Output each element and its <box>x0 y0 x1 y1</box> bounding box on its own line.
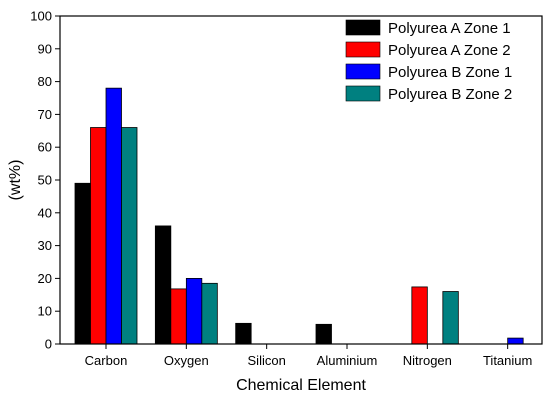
x-tick-label: Nitrogen <box>403 353 452 368</box>
legend-label: Polyurea A Zone 2 <box>388 42 511 59</box>
bar-oxygen-1 <box>170 288 187 345</box>
y-tick-label: 10 <box>38 304 52 319</box>
legend-swatch <box>345 19 381 36</box>
y-tick-label: 100 <box>30 9 52 24</box>
x-axis-title: Chemical Element <box>236 377 366 394</box>
legend-swatch <box>345 41 381 58</box>
bar-titanium-2 <box>507 337 524 345</box>
y-tick-label: 80 <box>38 74 52 89</box>
x-tick-label: Carbon <box>85 353 128 368</box>
y-tick-label: 70 <box>38 107 52 122</box>
bar-nitrogen-3 <box>442 291 459 345</box>
y-axis: 0 10 20 30 40 50 60 70 80 90 100 <box>30 9 60 352</box>
legend-swatch <box>345 85 381 102</box>
y-tick-label: 20 <box>38 271 52 286</box>
bar-silicon-0 <box>235 322 252 345</box>
x-axis: Carbon Oxygen Silicon Aluminium Nitrogen Tita… <box>85 344 532 368</box>
x-tick-label: Aluminium <box>317 353 378 368</box>
plot-frame <box>59 15 543 345</box>
legend-label: Polyurea A Zone 1 <box>388 20 511 37</box>
y-tick-label: 0 <box>45 337 52 352</box>
x-tick-label: Titanium <box>483 353 532 368</box>
bar-oxygen-0 <box>154 225 172 345</box>
bar-carbon-2 <box>105 87 122 345</box>
bars <box>74 87 524 345</box>
bar-carbon-3 <box>121 127 138 345</box>
x-tick-label: Oxygen <box>164 353 209 368</box>
y-tick-label: 60 <box>38 140 52 155</box>
legend: Polyurea A Zone 1 Polyurea A Zone 2 Polyur… <box>345 19 512 103</box>
bar-carbon-1 <box>90 127 107 345</box>
x-tick-label: Silicon <box>248 353 286 368</box>
bar-carbon-0 <box>74 182 91 345</box>
bar-oxygen-3 <box>201 282 218 345</box>
legend-label: Polyurea B Zone 1 <box>388 64 512 81</box>
bar-nitrogen-1 <box>411 286 428 345</box>
y-axis-title: (wt%) <box>7 160 24 201</box>
y-tick-label: 90 <box>38 41 52 56</box>
y-tick-label: 40 <box>38 205 52 220</box>
bar-aluminium-0 <box>315 323 332 345</box>
y-tick-label: 30 <box>38 238 52 253</box>
y-tick-label: 50 <box>38 173 52 188</box>
legend-swatch <box>345 63 381 80</box>
legend-label: Polyurea B Zone 2 <box>388 86 512 103</box>
bar-oxygen-2 <box>185 277 203 345</box>
